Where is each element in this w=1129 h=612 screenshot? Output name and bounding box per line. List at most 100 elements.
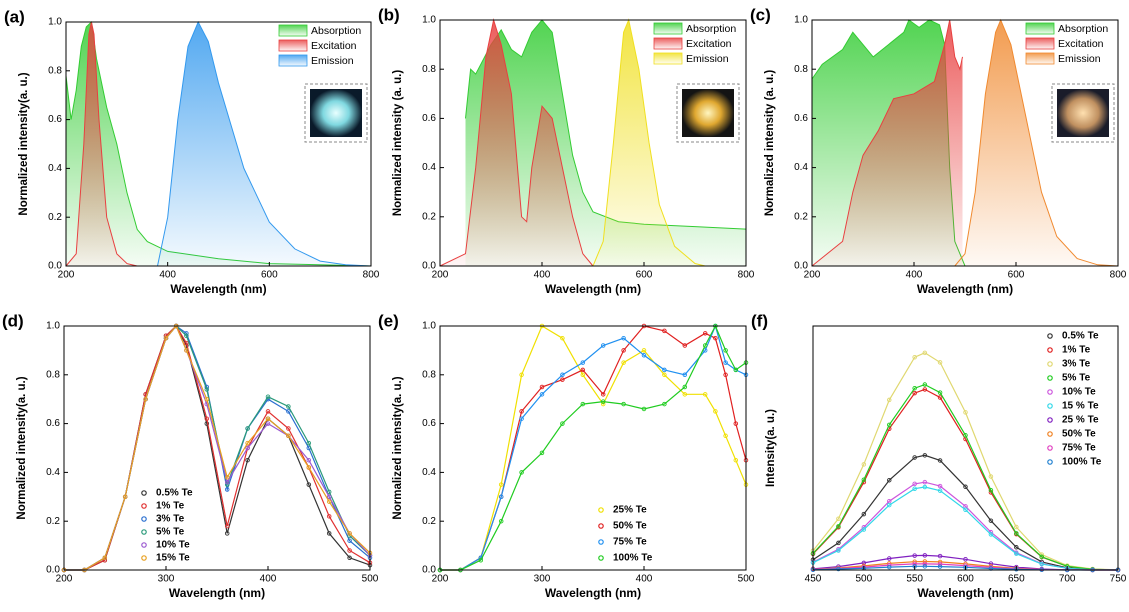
y-tick-label: 0.4 [46, 467, 60, 478]
panel-label: (d) [2, 311, 24, 330]
legend-marker [141, 516, 147, 522]
data-point [836, 516, 841, 522]
data-point [621, 360, 626, 365]
x-tick-label: 400 [260, 574, 277, 585]
y-tick-label: 0.2 [48, 212, 62, 223]
y-tick-label: 1.0 [422, 15, 436, 26]
data-point [723, 360, 728, 365]
data-point [163, 335, 169, 341]
data-point [560, 372, 565, 378]
data-point [326, 499, 332, 504]
x-tick-label: 300 [158, 574, 175, 585]
data-point [580, 401, 586, 407]
data-point [1039, 554, 1044, 560]
y-tick-label: 0.2 [794, 211, 808, 222]
data-point [498, 494, 504, 500]
data-point [347, 538, 352, 543]
data-point [184, 348, 189, 353]
data-point [519, 416, 524, 421]
data-point [836, 548, 841, 553]
data-point [836, 566, 841, 572]
data-point [265, 421, 271, 426]
data-point [580, 360, 586, 365]
data-point [682, 392, 688, 397]
legend-swatch [278, 24, 308, 37]
x-tick-label: 500 [738, 574, 755, 585]
y-tick-label: 0.6 [422, 418, 436, 429]
data-point [733, 421, 739, 426]
legend-label: 100% Te [1062, 457, 1102, 468]
data-point [326, 514, 332, 519]
data-point [560, 335, 565, 341]
data-point [937, 483, 943, 489]
data-point [702, 331, 708, 336]
data-point [1014, 524, 1019, 530]
legend-swatch [1025, 52, 1055, 65]
data-point [347, 531, 352, 536]
y-axis-label: Intensity(a. u.) [765, 409, 777, 487]
data-point [326, 531, 332, 536]
data-point [143, 396, 148, 402]
data-point [912, 486, 917, 491]
data-point [937, 488, 943, 493]
y-tick-label: 0.2 [422, 516, 436, 527]
y-tick-label: 1.0 [48, 17, 62, 28]
data-point [539, 392, 545, 397]
x-tick-label: 700 [1059, 574, 1076, 585]
legend-swatch [278, 54, 308, 67]
data-point [498, 482, 504, 487]
data-line [64, 325, 371, 571]
area-fill [66, 22, 138, 266]
data-point [912, 481, 917, 487]
legend-marker [598, 555, 604, 561]
y-tick-label: 1.0 [794, 15, 808, 26]
data-point [102, 555, 108, 561]
data-point [937, 458, 943, 463]
y-tick-label: 0.0 [794, 261, 808, 272]
legend-label: 25% Te [613, 505, 647, 516]
legend-label: Absorption [1058, 23, 1108, 35]
data-point [912, 385, 917, 391]
legend-marker [1047, 445, 1053, 451]
legend-label: 15 % Te [1062, 401, 1099, 412]
data-point [245, 445, 250, 451]
data-point [662, 401, 667, 407]
data-point [662, 328, 667, 334]
area-line [157, 20, 372, 267]
data-point [887, 564, 892, 570]
data-point [184, 340, 189, 346]
data-point [224, 475, 230, 480]
data-point [922, 453, 928, 458]
legend-label: 3% Te [156, 514, 185, 525]
legend-marker [598, 523, 604, 529]
data-line [440, 324, 747, 571]
data-point [326, 494, 332, 500]
y-tick-label: 1.0 [422, 321, 436, 332]
data-point [286, 426, 291, 431]
legend-label: Absorption [311, 25, 361, 37]
panel-label: (a) [4, 7, 25, 26]
plot-frame [63, 325, 371, 571]
data-point [600, 392, 606, 397]
data-point [580, 372, 586, 378]
data-point [937, 564, 943, 569]
y-tick-label: 0.8 [46, 369, 60, 380]
data-point [600, 401, 606, 407]
legend-marker [141, 529, 147, 535]
data-point [912, 553, 917, 558]
data-point [887, 502, 892, 508]
data-point [519, 372, 524, 378]
x-tick-label: 800 [1110, 270, 1127, 281]
data-point [306, 440, 312, 446]
y-axis-label: Normalized intensity(a. u.) [392, 376, 404, 519]
data-point [641, 406, 647, 412]
legend-label: 1% Te [1062, 345, 1091, 356]
area-fill [812, 20, 963, 266]
x-axis-label: Wavelength (nm) [545, 586, 641, 600]
data-point [600, 399, 606, 404]
legend-label: Excitation [1058, 38, 1104, 50]
data-point [682, 384, 688, 390]
legend-label: 10% Te [1062, 387, 1096, 398]
data-point [265, 416, 271, 421]
data-point [245, 457, 250, 463]
